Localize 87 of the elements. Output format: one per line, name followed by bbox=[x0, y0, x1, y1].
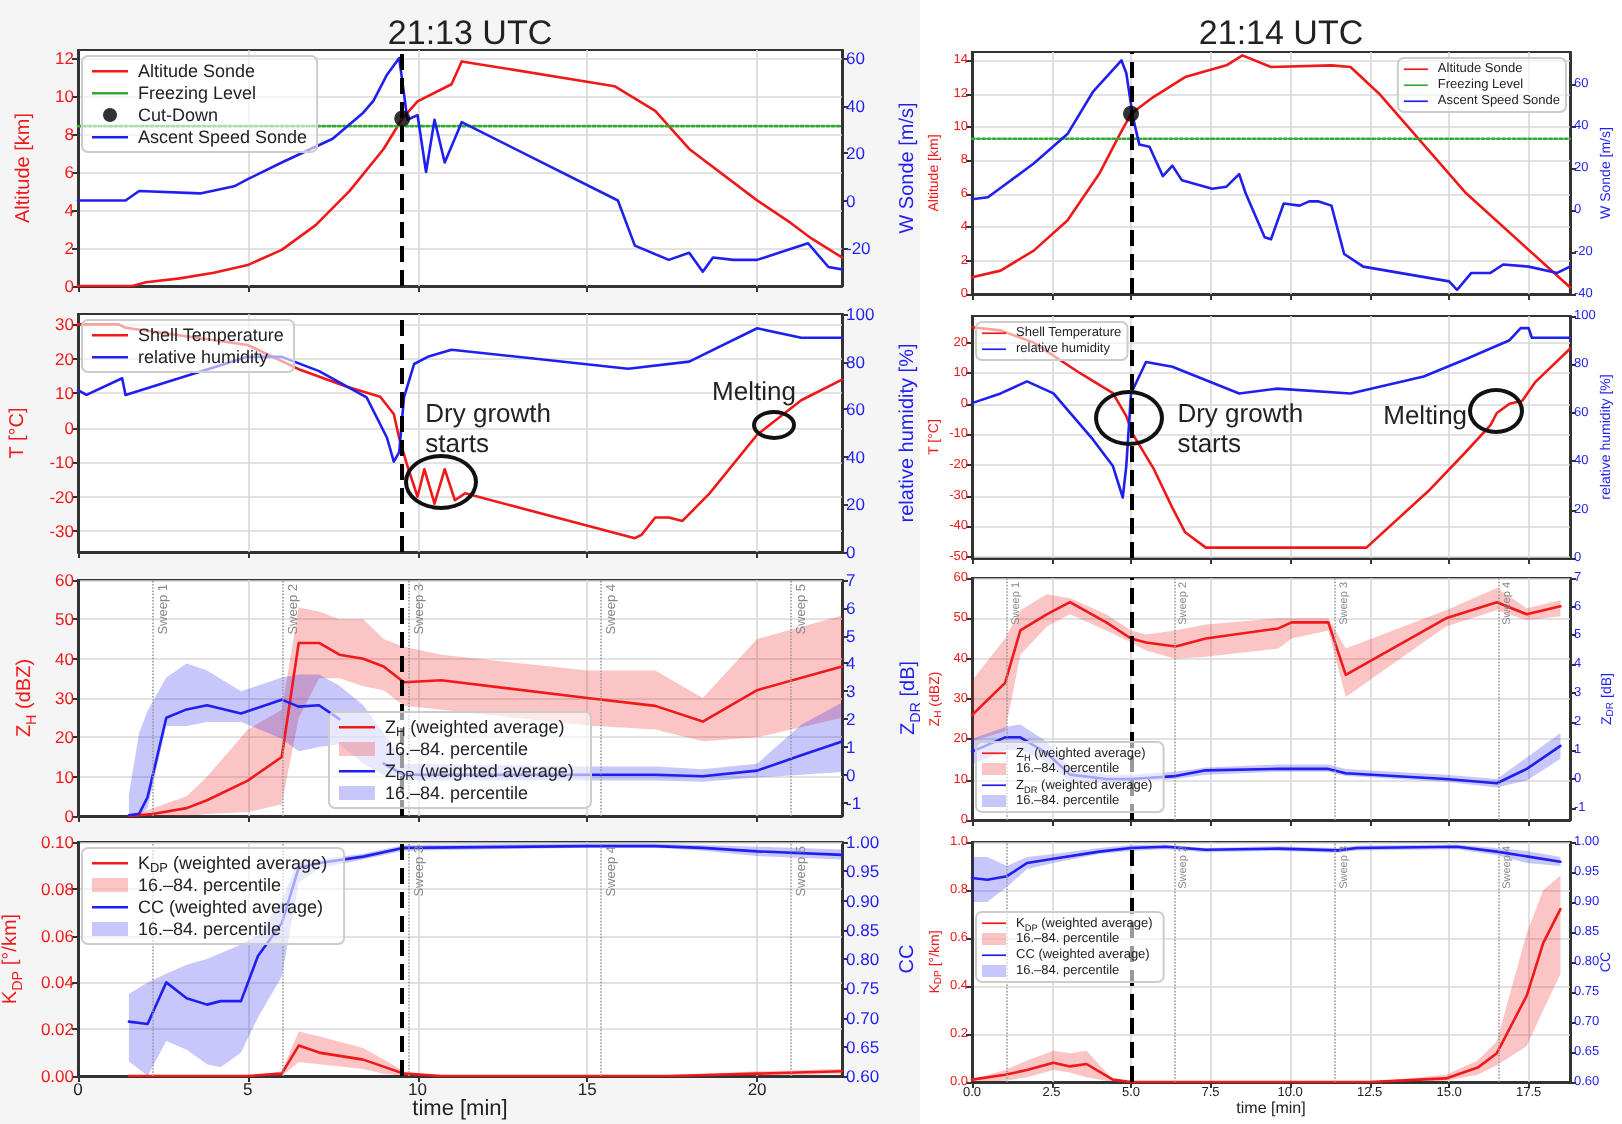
y2-tick-label: 60 bbox=[846, 399, 866, 420]
y-tick-label: 0 bbox=[64, 417, 75, 438]
legend-label: Ascent Speed Sonde bbox=[138, 127, 308, 147]
y2-tick-label: 0.95 bbox=[846, 861, 880, 882]
y-tick-label: 0.02 bbox=[40, 1019, 75, 1040]
y-tick-label: 10 bbox=[55, 85, 75, 106]
y-tick-label: 10 bbox=[55, 383, 75, 404]
y2-tick-label: 0.60 bbox=[846, 1066, 880, 1086]
y2-tick-label: 0 bbox=[846, 542, 856, 562]
legend-label: 16.–84. percentile bbox=[138, 919, 282, 939]
chart-title: 21:14 UTC bbox=[1198, 14, 1364, 52]
y-tick-label: 6 bbox=[64, 161, 75, 182]
y-tick-label: 0.04 bbox=[40, 972, 75, 993]
y-tick-label: -10 bbox=[49, 452, 75, 473]
series-label: Z$_{DR}$ (weighted average) bbox=[384, 761, 574, 784]
legend-label: CC (weighted average) bbox=[138, 897, 324, 917]
x-tick-label: 5 bbox=[243, 1079, 254, 1099]
y-tick-label: 4 bbox=[64, 199, 75, 220]
legend-label: 16.–84. percentile bbox=[384, 739, 529, 759]
annotation: Melting bbox=[1383, 399, 1468, 430]
legend-label: Freezing Level bbox=[138, 83, 257, 103]
y2-tick-label: 60 bbox=[846, 48, 866, 69]
y2-tick-label: 2 bbox=[846, 709, 856, 730]
annotation: Dry growth starts bbox=[425, 397, 554, 458]
y-axis-title: Altitude [km] bbox=[13, 112, 35, 224]
legend-label: Shell Temperature bbox=[138, 325, 284, 345]
y-tick-label: 10 bbox=[55, 766, 75, 787]
legend-label: relative humidity bbox=[138, 347, 270, 367]
y2-tick-label: 100 bbox=[846, 304, 875, 324]
y2-tick-label: 4 bbox=[846, 653, 856, 674]
y-axis-title: T [°C] bbox=[7, 407, 29, 459]
y-tick-label: 20 bbox=[55, 727, 75, 748]
y2-tick-label: 40 bbox=[846, 95, 866, 116]
chart-title: 21:13 UTC bbox=[387, 14, 553, 52]
y-tick-label: 30 bbox=[55, 688, 75, 708]
x-axis-title: time [min] bbox=[412, 1097, 508, 1121]
annotation: Melting bbox=[712, 376, 796, 407]
y2-tick-label: 1.00 bbox=[846, 832, 880, 852]
x-tick-label: 15 bbox=[577, 1079, 598, 1099]
y2-axis-title: CC bbox=[897, 944, 919, 974]
x-axis-title: time [min] bbox=[1236, 1099, 1306, 1117]
y-tick-label: 0 bbox=[64, 276, 75, 296]
y-tick-label: 8 bbox=[64, 123, 75, 144]
y-tick-label: 2 bbox=[64, 237, 75, 258]
y2-tick-label: 40 bbox=[846, 446, 866, 467]
y-tick-label: 0.00 bbox=[40, 1066, 75, 1086]
y2-axis-title: W Sonde [m/s] bbox=[897, 101, 919, 234]
y2-tick-label: 7 bbox=[846, 570, 856, 590]
y-tick-label: -20 bbox=[49, 486, 75, 507]
y2-tick-label: 0.65 bbox=[846, 1036, 880, 1057]
x-tick-label: 20 bbox=[747, 1079, 768, 1099]
y-tick-label: 40 bbox=[55, 648, 75, 669]
legend-label: 16.–84. percentile bbox=[384, 783, 529, 803]
y-tick-label: 30 bbox=[55, 314, 75, 335]
y2-tick-label: -1 bbox=[846, 792, 862, 813]
y-tick-label: 60 bbox=[55, 570, 75, 590]
y-tick-label: -30 bbox=[49, 521, 75, 542]
legend-label: K$_{DP}$ (weighted average) bbox=[138, 853, 328, 876]
annotation: Dry growth starts bbox=[1177, 397, 1306, 458]
y2-tick-label: 0.75 bbox=[846, 978, 880, 999]
y2-tick-label: 0 bbox=[846, 190, 856, 211]
y2-tick-label: 6 bbox=[846, 597, 856, 618]
x-tick-label: 10 bbox=[408, 1079, 428, 1099]
y-tick-label: 12 bbox=[55, 47, 75, 68]
y2-tick-label: 0.70 bbox=[846, 1007, 880, 1028]
y2-axis-title: relative humidity [%] bbox=[897, 343, 919, 523]
y-tick-label: 0.10 bbox=[40, 832, 75, 852]
y2-tick-label: 1 bbox=[846, 736, 856, 757]
y2-tick-label: 0.85 bbox=[846, 919, 880, 940]
legend-label: Cut-Down bbox=[138, 105, 219, 125]
y-tick-label: 50 bbox=[55, 609, 75, 630]
y2-tick-label: 80 bbox=[846, 351, 866, 372]
y2-tick-label: 5 bbox=[846, 625, 856, 646]
legend-label: 16.–84. percentile bbox=[138, 875, 282, 895]
y-tick-label: 0 bbox=[64, 806, 75, 826]
y2-tick-label: 0.90 bbox=[846, 890, 880, 911]
y2-tick-label: 0 bbox=[846, 764, 856, 785]
y2-tick-label: -20 bbox=[846, 238, 872, 259]
y-tick-label: 0.08 bbox=[40, 878, 75, 899]
y2-tick-label: 0.80 bbox=[846, 949, 880, 969]
y2-tick-label: 3 bbox=[846, 681, 856, 702]
y2-tick-label: 20 bbox=[846, 494, 866, 515]
y-tick-label: 0.06 bbox=[40, 925, 75, 946]
legend-label: Z$_{H}$ (weighted average) bbox=[384, 717, 565, 740]
y-tick-label: 20 bbox=[55, 348, 75, 369]
legend-label: Altitude Sonde bbox=[138, 61, 256, 81]
y2-tick-label: 20 bbox=[846, 143, 866, 164]
